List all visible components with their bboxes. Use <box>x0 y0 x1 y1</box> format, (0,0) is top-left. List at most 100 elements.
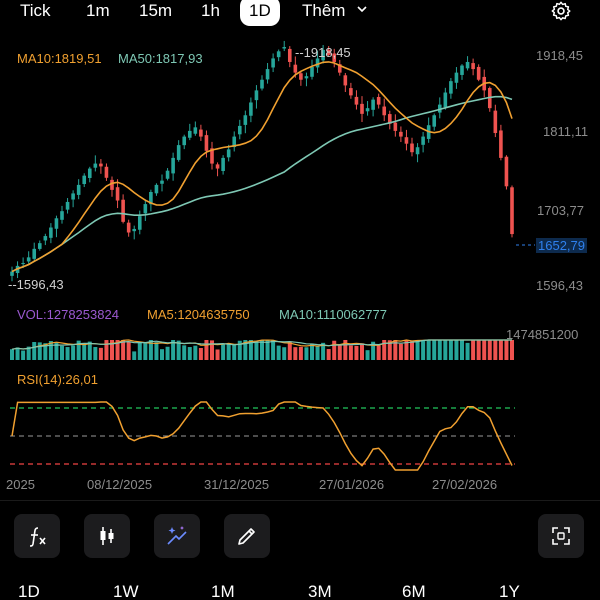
more-timeframes-button[interactable]: Thêm <box>302 1 346 20</box>
candle-body <box>310 66 314 77</box>
candle-body <box>443 92 448 108</box>
volume-bar <box>10 349 14 360</box>
candle-body <box>154 184 159 194</box>
candle-body <box>276 51 281 58</box>
settings-icon[interactable] <box>550 0 572 22</box>
tf-1m[interactable]: 1m <box>86 1 110 20</box>
volume-bar <box>448 340 453 360</box>
volume-bar <box>387 340 392 360</box>
volume-bar <box>165 346 170 360</box>
candle-body <box>287 48 292 62</box>
candle-body <box>165 170 170 179</box>
candle-body <box>182 136 187 146</box>
volume-bar <box>43 343 48 360</box>
volume-bar <box>26 346 31 360</box>
range-1m[interactable]: 1M <box>211 582 235 600</box>
volume-bar <box>254 341 259 360</box>
tf-1d[interactable]: 1D <box>240 0 280 26</box>
x-axis-label: 2025 <box>6 477 35 492</box>
volume-bar <box>76 340 81 360</box>
volume-bar <box>176 340 181 360</box>
candle-body <box>393 122 398 131</box>
x-axis-label: 31/12/2025 <box>204 477 270 492</box>
candle-body <box>10 271 14 276</box>
volume-bar <box>415 340 420 360</box>
candle-body <box>449 81 453 94</box>
volume-bar <box>343 340 348 360</box>
range-1d[interactable]: 1D <box>18 582 40 600</box>
volume-bar <box>365 350 370 360</box>
range-6m[interactable]: 6M <box>402 582 426 600</box>
volume-bar <box>471 340 476 360</box>
candle-body <box>476 66 481 80</box>
x-axis-label: 08/12/2025 <box>87 477 153 492</box>
candle-type-button[interactable] <box>84 514 130 558</box>
candle-body <box>126 222 131 233</box>
volume-bar <box>437 340 442 360</box>
price-chart[interactable] <box>0 0 600 500</box>
volume-bar <box>121 340 126 360</box>
range-1w[interactable]: 1W <box>113 582 139 600</box>
x-axis-label: 27/02/2026 <box>432 477 498 492</box>
timeframe-bar: Tick 1m 15m 1h 1D Thêm <box>0 0 600 26</box>
candle-body <box>454 72 459 83</box>
ai-draw-button[interactable] <box>154 514 200 558</box>
volume-bar <box>487 340 492 360</box>
tf-1h[interactable]: 1h <box>201 1 220 20</box>
candle-body <box>365 108 370 112</box>
volume-bar <box>498 340 503 360</box>
volume-bar <box>460 340 464 360</box>
volume-bar <box>421 340 426 360</box>
candle-body <box>76 184 81 195</box>
volume-bar <box>115 340 120 360</box>
vol-ma10-legend: MA10:1110062777 <box>279 307 387 322</box>
candle-body <box>60 211 64 220</box>
candle-body <box>221 157 225 172</box>
candle-body <box>260 79 264 89</box>
x-axis-label: 27/01/2026 <box>319 477 385 492</box>
candle-body <box>99 163 103 167</box>
candle-body <box>43 236 48 241</box>
volume-bar <box>21 350 26 360</box>
tf-15m[interactable]: 15m <box>139 1 173 20</box>
candle-body <box>54 218 59 229</box>
ai-draw-icon <box>167 526 187 545</box>
volume-bar <box>37 342 42 360</box>
volume-bar <box>476 340 481 360</box>
max-price-marker: --1918,45 <box>295 45 351 60</box>
tf-tick[interactable]: Tick <box>20 1 51 20</box>
volume-bar <box>93 347 98 360</box>
volume-bar <box>426 340 431 360</box>
volume-bar <box>104 340 109 360</box>
volume-bar <box>198 348 203 360</box>
volume-bar <box>182 345 187 360</box>
volume-bar <box>243 340 248 360</box>
volume-bar <box>398 343 403 360</box>
indicator-button[interactable] <box>14 514 60 558</box>
candle-body <box>121 199 125 222</box>
volume-bar <box>310 343 314 360</box>
candle-body <box>87 168 92 178</box>
candle-body <box>171 157 175 174</box>
volume-axis-label: 1474851200 <box>506 327 579 342</box>
chevron-down-icon[interactable] <box>357 4 367 14</box>
candle-body <box>399 131 403 137</box>
volume-bar <box>282 347 287 360</box>
volume-bar <box>293 347 298 360</box>
ma50-legend: MA50:1817,93 <box>118 51 203 66</box>
volume-bar <box>332 340 337 360</box>
fullscreen-button[interactable] <box>538 514 584 558</box>
draw-tool-button[interactable] <box>224 514 270 558</box>
candle-body <box>326 49 331 55</box>
range-1y[interactable]: 1Y <box>499 582 520 600</box>
volume-bar <box>465 342 470 360</box>
candle-body <box>360 103 364 114</box>
vol-legend: VOL:1278253824 <box>17 307 119 322</box>
candle-body <box>204 135 209 151</box>
candle-body <box>465 61 470 69</box>
range-3m[interactable]: 3M <box>308 582 332 600</box>
volume-bar <box>304 347 309 360</box>
candle-body <box>410 143 414 153</box>
volume-bar <box>187 347 192 360</box>
candle-body <box>93 163 98 168</box>
